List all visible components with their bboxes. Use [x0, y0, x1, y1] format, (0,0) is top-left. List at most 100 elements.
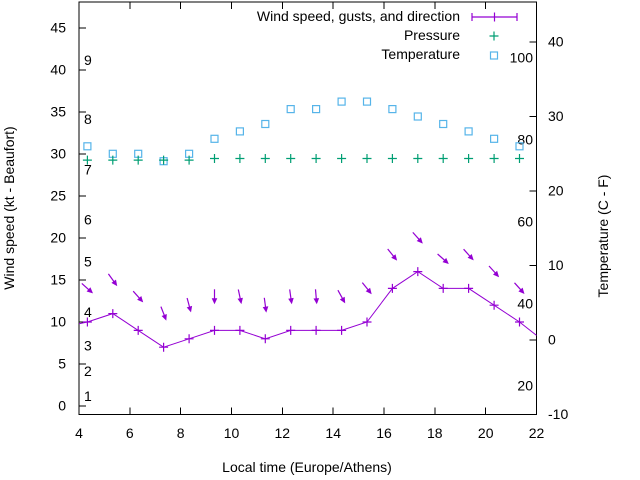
- pressure-point: [337, 154, 347, 163]
- wind-speed-point: [489, 300, 499, 310]
- beaufort-label: 6: [84, 212, 92, 228]
- x-axis-title: Local time (Europe/Athens): [222, 459, 392, 475]
- pressure-point: [413, 154, 423, 163]
- pressure-point: [82, 155, 92, 165]
- temperature-point: [337, 97, 346, 106]
- wind-arrow: [313, 289, 320, 305]
- legend-sample-wind-icon: [471, 12, 518, 22]
- beaufort-label: 2: [84, 363, 92, 379]
- y-left-tick-label: 20: [50, 230, 66, 246]
- temperature-point: [83, 142, 92, 151]
- temperature-point: [515, 142, 524, 151]
- beaufort-label: 7: [84, 161, 92, 177]
- pressure-point: [184, 155, 194, 165]
- inner-scale-label: 80: [517, 132, 533, 148]
- wind-speed-point: [108, 309, 118, 319]
- wind-arrow: [361, 282, 372, 295]
- y-right-axis-title: Temperature (C - F): [595, 175, 611, 298]
- temperature-point: [439, 119, 448, 129]
- wind-arrow: [514, 282, 525, 294]
- inner-scale-label: 60: [517, 214, 533, 230]
- wind-arrow: [437, 253, 449, 264]
- inner-scale-label: 40: [517, 296, 533, 312]
- x-tick-label: 12: [275, 425, 291, 441]
- y-left-tick-label: 25: [50, 188, 66, 204]
- plot-border: [78, 1, 537, 415]
- wind-arrow: [337, 289, 346, 304]
- wind-arrow: [186, 297, 193, 313]
- pressure-point: [210, 154, 219, 163]
- wind-speed-point: [337, 325, 347, 335]
- wind-speed-point: [413, 267, 423, 277]
- y-right-tick-label: 10: [548, 257, 564, 273]
- y-left-axis: 0 5 10 15 20 25 30 35 40 45: [50, 20, 86, 414]
- wind-arrow: [488, 265, 500, 278]
- temperature-point: [261, 119, 270, 129]
- inner-scale-labels: 100 80 60 40 20: [510, 50, 534, 394]
- wind-arrow: [81, 282, 93, 294]
- pressure-series: [82, 154, 524, 165]
- wind-arrow: [288, 289, 294, 305]
- wind-speed-point: [82, 317, 92, 327]
- y-left-tick-label: 10: [50, 314, 66, 330]
- temperature-point: [235, 127, 244, 136]
- pressure-point: [133, 155, 143, 165]
- wind-direction-arrows: [81, 231, 525, 321]
- beaufort-labels: 1 2 3 4 5 6 7 8 9: [84, 52, 92, 404]
- wind-speed-point: [133, 325, 143, 335]
- pressure-point: [235, 154, 245, 163]
- wind-speed-point: [260, 334, 270, 344]
- legend-sample-pressure-icon: [489, 31, 499, 41]
- wind-arrow: [463, 248, 474, 261]
- y-left-tick-label: 30: [50, 146, 66, 162]
- pressure-point: [489, 154, 499, 163]
- y-left-tick-label: 40: [50, 62, 66, 78]
- inner-scale-label: 100: [510, 50, 534, 66]
- wind-arrow: [160, 306, 167, 321]
- beaufort-label: 1: [84, 388, 92, 404]
- legend-label-pressure: Pressure: [404, 27, 460, 43]
- y-right-tick-label: 40: [548, 34, 564, 50]
- pressure-point: [515, 154, 524, 163]
- wind-speed-point: [311, 325, 321, 335]
- wind-arrow: [387, 248, 398, 261]
- wind-arrow: [262, 297, 269, 313]
- x-tick-label: 18: [427, 425, 443, 441]
- legend-label-temperature: Temperature: [381, 46, 460, 62]
- wind-speed-point: [464, 283, 474, 293]
- pressure-point: [108, 155, 118, 165]
- wind-speed-line: [78, 271, 537, 348]
- wind-speed-series: [78, 267, 537, 352]
- wind-speed-point: [235, 325, 245, 335]
- legend-sample-temperature-icon: [489, 51, 499, 60]
- y-right-axis: -10 0 10 20 30 40: [529, 34, 568, 422]
- x-tick-label: 14: [325, 425, 341, 441]
- pressure-point: [464, 154, 474, 163]
- pressure-point: [387, 154, 397, 163]
- y-left-tick-label: 0: [58, 398, 66, 414]
- temperature-point: [464, 127, 473, 136]
- y-left-tick-label: 45: [50, 20, 66, 36]
- legend: Wind speed, gusts, and direction Pressure…: [257, 8, 499, 62]
- temperature-point: [388, 104, 397, 114]
- y-left-tick-label: 35: [50, 104, 66, 120]
- y-right-tick-label: 20: [548, 183, 564, 199]
- x-tick-label: 6: [126, 425, 134, 441]
- inner-scale-label: 20: [517, 378, 533, 394]
- beaufort-label: 9: [84, 52, 92, 68]
- wind-arrow: [107, 273, 118, 287]
- pressure-point: [159, 155, 169, 165]
- wind-speed-point: [362, 317, 372, 327]
- y-left-tick-label: 5: [58, 356, 66, 372]
- y-right-tick-label: 30: [548, 108, 564, 124]
- x-tick-label: 20: [478, 425, 494, 441]
- wind-speed-point: [286, 325, 296, 335]
- pressure-point: [311, 154, 321, 163]
- temperature-series: [83, 97, 524, 166]
- wind-speed-point: [159, 342, 169, 352]
- wind-arrow: [412, 231, 423, 244]
- pressure-point: [286, 154, 296, 163]
- wind-speed-point: [515, 317, 524, 327]
